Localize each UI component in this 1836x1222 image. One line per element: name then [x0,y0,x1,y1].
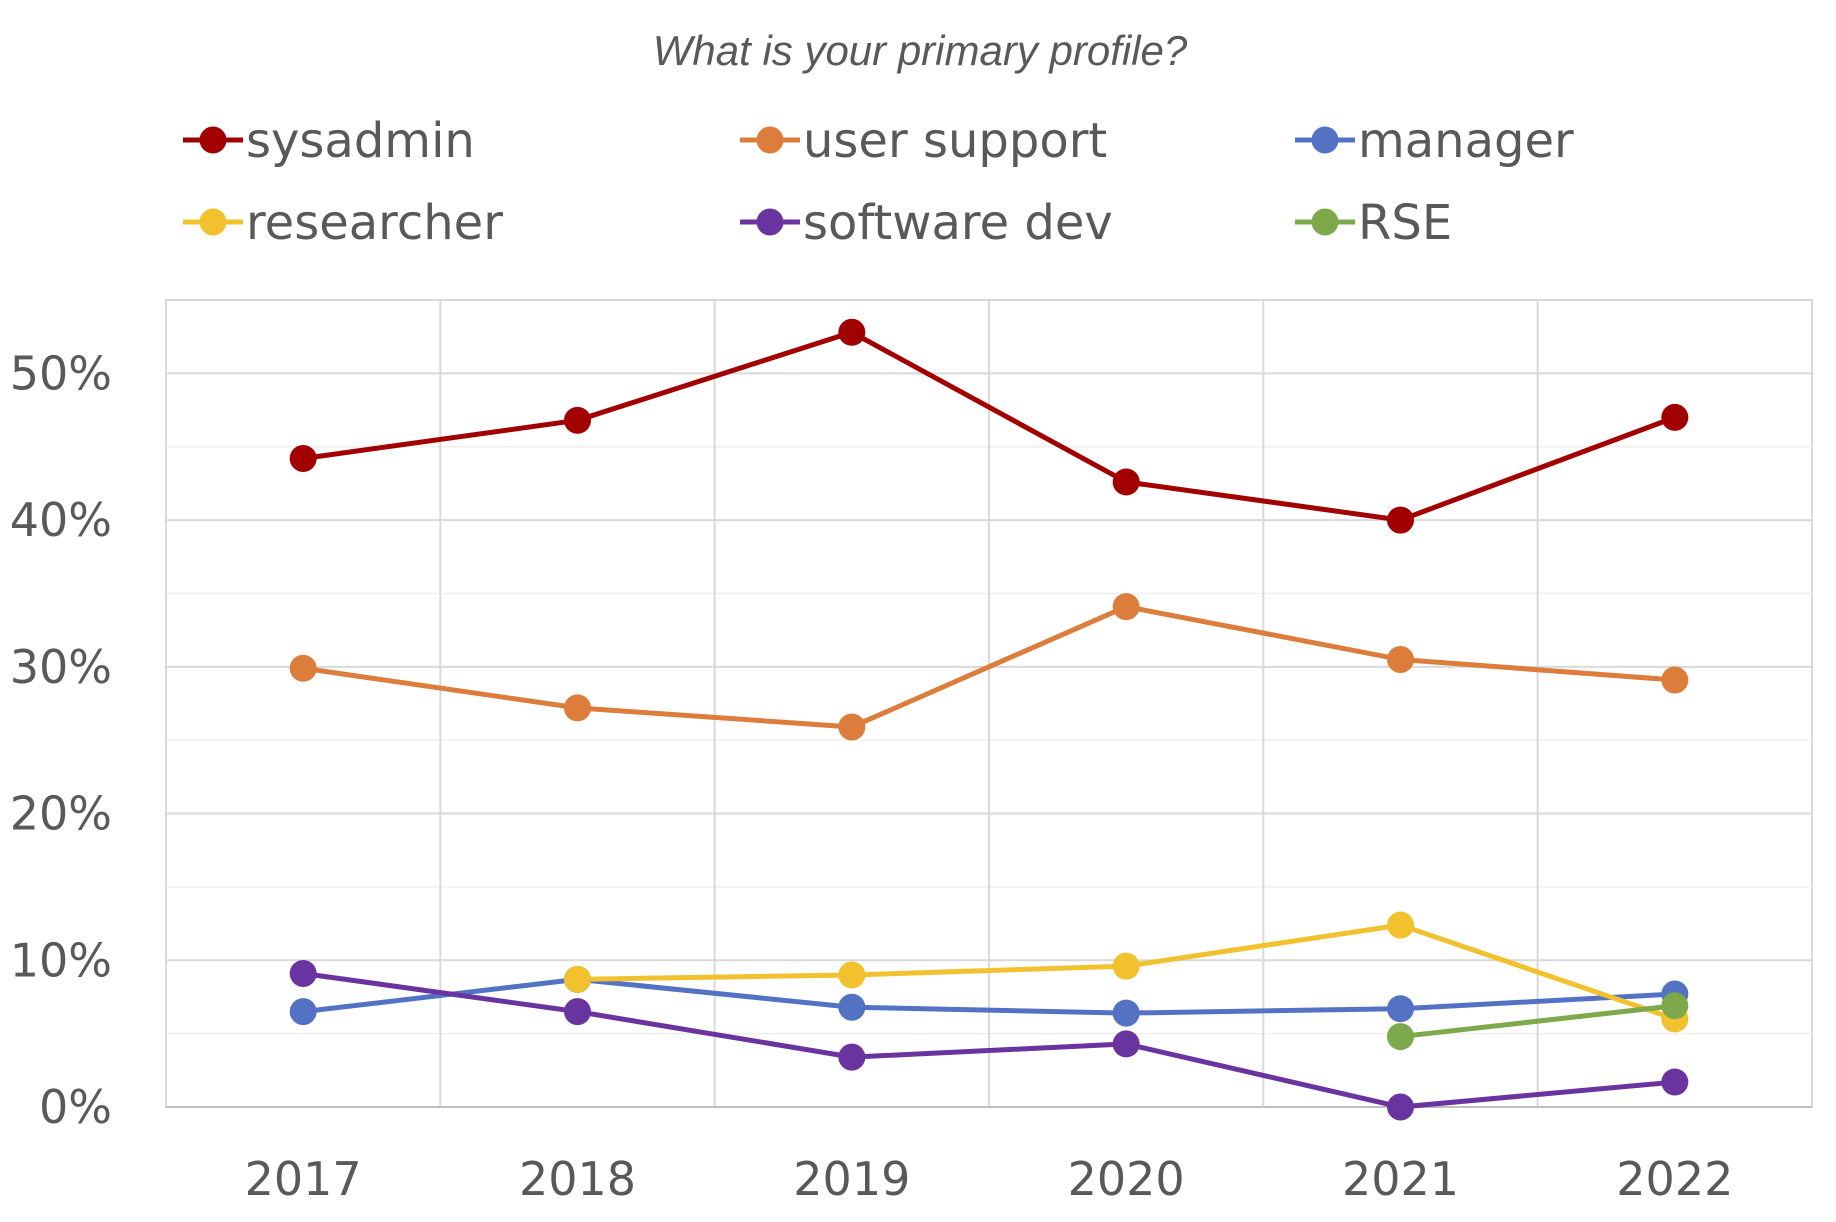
data-point-manager [1387,995,1414,1023]
grid [165,299,1813,1108]
y-tick-label: 0% [39,1080,112,1134]
legend-label-rse: RSE [1358,195,1452,251]
x-tick-label: 2020 [1068,1152,1185,1206]
data-point-user-support [1112,593,1140,621]
data-point-sysadmin [838,318,866,346]
data-point-sysadmin [1387,506,1414,534]
x-tick-label: 2018 [519,1152,636,1206]
data-point-researcher [838,961,866,989]
data-point-software-dev [289,959,317,987]
legend-label-sysadmin: sysadmin [246,113,475,169]
data-point-software-dev [1387,1093,1414,1121]
data-point-researcher [1387,911,1414,939]
legend-item-rse: RSE [1295,195,1452,251]
legend-label-manager: manager [1358,113,1574,169]
y-tick-label: 50% [10,346,112,400]
legend-item-researcher: researcher [183,195,503,251]
data-point-manager [289,998,317,1026]
legend-marker-user-support [756,126,784,154]
data-point-rse [1387,1023,1414,1051]
data-point-rse [1661,992,1689,1020]
legend-label-researcher: researcher [246,195,503,251]
legend-item-user-support: user support [740,113,1107,169]
legend-marker-rse [1311,208,1339,236]
data-point-user-support [564,694,591,722]
data-point-user-support [1387,645,1414,673]
x-tick-label: 2019 [793,1152,910,1206]
legend-marker-manager [1311,126,1339,154]
data-point-researcher [1112,952,1140,980]
legend-label-user-support: user support [803,113,1107,169]
x-axis: 2017 2018 2019 2020 2021 2022 [245,1152,1734,1206]
series-points [289,318,1689,1121]
y-tick-label: 10% [10,933,112,987]
x-tick-label: 2021 [1342,1152,1459,1206]
series-line-sysadmin [302,329,1676,523]
legend-item-manager: manager [1295,113,1574,169]
data-point-software-dev [838,1043,866,1071]
y-tick-label: 30% [10,640,112,694]
legend-label-software-dev: software dev [803,195,1113,251]
legend-item-software-dev: software dev [740,195,1113,251]
data-point-sysadmin [564,406,591,434]
data-point-user-support [1661,666,1689,694]
data-point-user-support [289,654,317,682]
series-line-software-dev [302,971,1676,1110]
y-tick-label: 40% [10,493,112,547]
data-point-manager [1112,999,1140,1027]
legend-item-sysadmin: sysadmin [183,113,475,169]
y-tick-label: 20% [10,787,112,841]
x-tick-label: 2022 [1616,1152,1733,1206]
data-point-software-dev [564,998,591,1026]
data-point-sysadmin [1112,468,1140,496]
data-point-sysadmin [1661,403,1689,431]
data-point-manager [838,993,866,1021]
series-line-rse [1400,1003,1676,1040]
data-point-software-dev [1661,1068,1689,1096]
legend: sysadmin user support manager researcher sof… [183,113,1574,251]
legend-marker-sysadmin [199,126,227,154]
legend-marker-software-dev [756,208,784,236]
data-point-researcher [564,965,591,993]
legend-marker-researcher [199,208,227,236]
data-point-sysadmin [289,444,317,472]
series-line-manager [302,976,1675,1016]
data-point-software-dev [1112,1030,1140,1058]
chart-title: What is your primary profile? [653,27,1188,74]
data-point-user-support [838,713,866,741]
y-axis: 0% 10% 20% 30% 40% 50% [10,346,112,1134]
series-line-user-support [302,604,1676,730]
x-tick-label: 2017 [245,1152,362,1206]
